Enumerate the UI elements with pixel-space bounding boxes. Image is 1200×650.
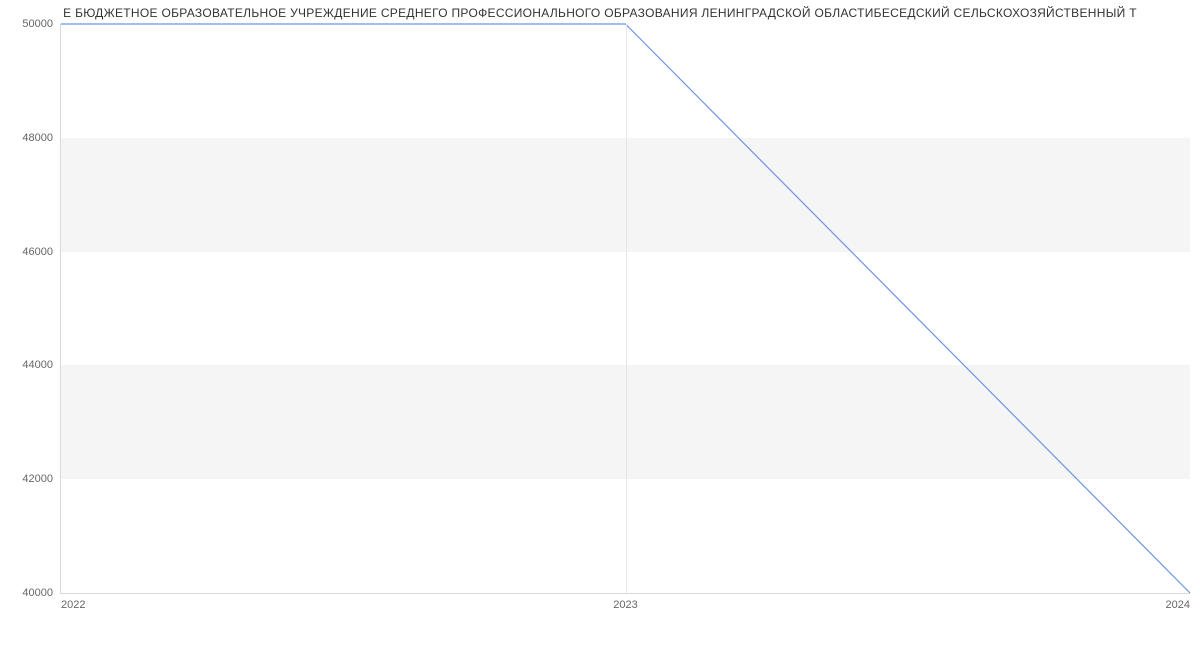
chart-area: 2022202320244000042000440004600048000500… (60, 24, 1190, 614)
gridline-vertical (626, 24, 627, 593)
x-axis-label: 2024 (1166, 599, 1190, 611)
y-axis-label: 44000 (22, 359, 53, 371)
y-axis-label: 46000 (22, 246, 53, 258)
y-axis-label: 42000 (22, 473, 53, 485)
y-axis-label: 50000 (22, 18, 53, 30)
x-axis-label: 2022 (61, 599, 85, 611)
chart-title: Е БЮДЖЕТНОЕ ОБРАЗОВАТЕЛЬНОЕ УЧРЕЖДЕНИЕ С… (0, 0, 1200, 24)
y-axis-label: 48000 (22, 132, 53, 144)
plot-region: 2022202320244000042000440004600048000500… (60, 24, 1190, 594)
y-axis-label: 40000 (22, 587, 53, 599)
x-axis-label: 2023 (613, 599, 637, 611)
